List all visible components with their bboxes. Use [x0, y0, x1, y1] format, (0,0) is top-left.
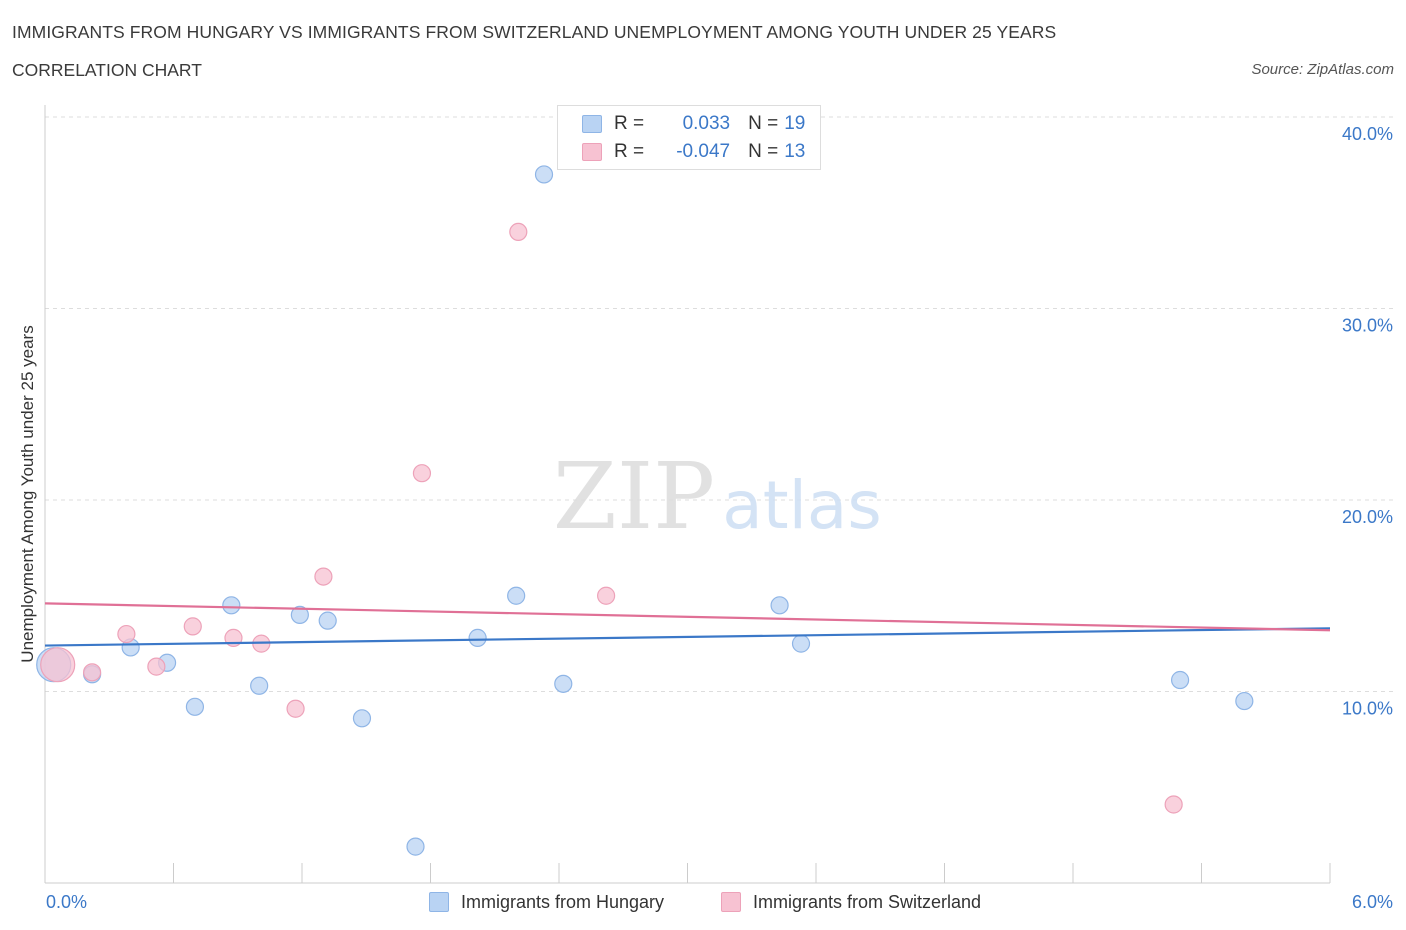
legend-item-switzerland[interactable]: Immigrants from Switzerland — [721, 889, 981, 915]
switzerland-point — [117, 624, 136, 644]
hungary-point — [1235, 691, 1254, 711]
switzerland-legend-label: Immigrants from Switzerland — [753, 891, 982, 912]
hungary-point — [554, 674, 573, 693]
watermark-atlas: atlas — [722, 467, 882, 544]
hungary-point — [406, 837, 425, 856]
hungary-swatch — [582, 115, 602, 133]
hungary-point — [1170, 670, 1190, 690]
stats-legend: R = 0.033 N = 19 R = -0.047 N = 13 — [557, 105, 821, 170]
hungary-point — [791, 634, 811, 653]
legend-item-hungary[interactable]: Immigrants from Hungary — [429, 889, 664, 915]
switzerland-point — [412, 464, 432, 483]
hungary-point — [290, 605, 309, 625]
switzerland-trend-line — [44, 602, 1331, 632]
hungary-point — [250, 676, 269, 695]
n-label: N = — [748, 113, 779, 134]
hungary-point — [507, 586, 526, 605]
y-tick-label: 30.0% — [1342, 316, 1393, 336]
r-value: 0.033 — [682, 113, 731, 134]
n-label: N = — [748, 141, 779, 162]
hungary-legend-swatch — [429, 892, 449, 912]
n-value: 19 — [784, 113, 806, 134]
r-value: -0.047 — [676, 141, 731, 162]
switzerland-legend-swatch — [721, 892, 741, 912]
gridlines — [45, 116, 1395, 692]
switzerland-point — [183, 617, 202, 636]
hungary-point — [185, 697, 205, 716]
chart-title: IMMIGRANTS FROM HUNGARY VS IMMIGRANTS FR… — [12, 22, 1057, 42]
switzerland-point — [597, 586, 616, 605]
watermark: ZIP atlas — [553, 443, 882, 550]
hungary-point — [318, 611, 337, 630]
switzerland-point — [147, 657, 166, 676]
r-label: R = — [614, 113, 645, 134]
hungary-point — [534, 165, 554, 184]
data-points — [36, 165, 1254, 856]
n-value: 13 — [784, 141, 806, 162]
hungary-point — [770, 596, 789, 615]
chart-subtitle: CORRELATION CHART — [12, 60, 202, 80]
y-tick-label: 40.0% — [1342, 124, 1393, 144]
x-tick-label: 0.0% — [46, 892, 87, 912]
watermark-zip: ZIP — [553, 443, 715, 550]
y-tick-label: 20.0% — [1342, 507, 1393, 527]
hungary-point — [468, 628, 487, 647]
axes — [44, 105, 1331, 884]
stats-row-hungary: R = 0.033 N = 19 — [582, 112, 805, 136]
switzerland-point — [40, 647, 76, 683]
hungary-legend-label: Immigrants from Hungary — [461, 891, 665, 912]
switzerland-point — [1164, 795, 1183, 814]
x-tick-label: 6.0% — [1352, 892, 1393, 912]
y-tick-label: 10.0% — [1342, 699, 1393, 719]
hungary-point — [222, 596, 241, 615]
r-label: R = — [614, 141, 645, 162]
hungary-trend-line — [44, 627, 1331, 647]
switzerland-point — [314, 567, 333, 586]
trend-lines — [44, 602, 1331, 647]
switzerland-point — [83, 663, 102, 682]
source-credit: Source: ZipAtlas.com — [1251, 61, 1394, 78]
stats-row-switzerland: R = -0.047 N = 13 — [582, 140, 805, 164]
switzerland-swatch — [582, 143, 602, 161]
hungary-point — [352, 709, 372, 728]
switzerland-point — [286, 699, 305, 718]
tick-labels: 10.0% 20.0% 30.0% 40.0% 0.0% 6.0% — [46, 124, 1393, 912]
switzerland-point — [509, 222, 528, 241]
